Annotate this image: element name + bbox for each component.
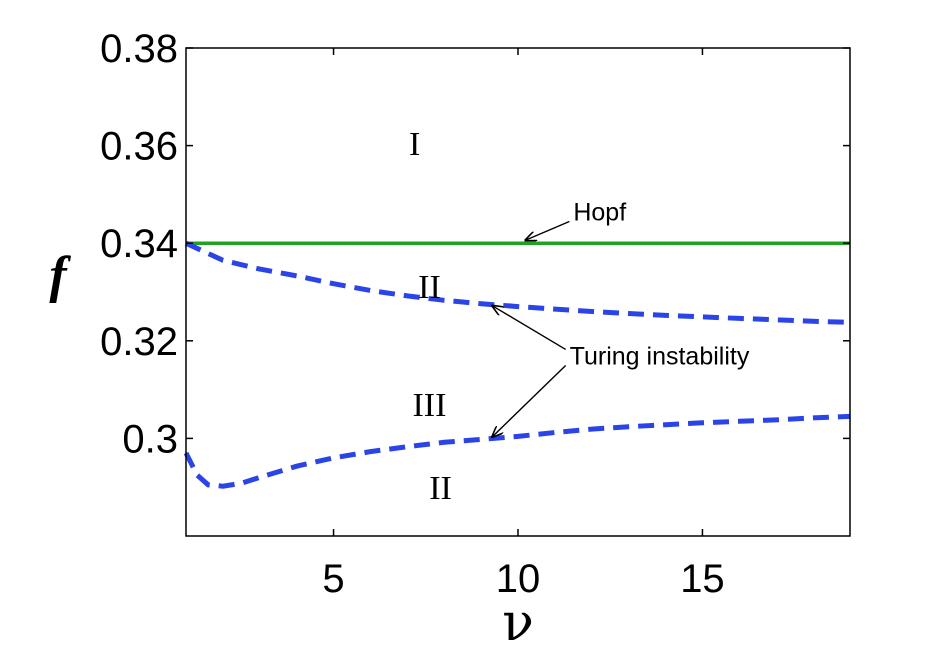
annotation-arrow <box>492 306 567 351</box>
series-line-3 <box>183 413 851 489</box>
series-line-2 <box>184 240 851 325</box>
annotation-label: Turing instability <box>570 342 750 370</box>
region-label: I <box>409 126 420 163</box>
x-axis-label: ν <box>502 593 534 653</box>
x-tick-label: 10 <box>496 557 541 601</box>
plot-frame <box>185 47 851 537</box>
y-tick-label: 0.32 <box>100 320 178 364</box>
y-tick-label: 0.34 <box>100 222 178 266</box>
annotation-arrow <box>492 364 567 436</box>
y-tick-label: 0.38 <box>100 27 178 71</box>
region-label: II <box>429 470 452 507</box>
region-label: III <box>412 387 446 424</box>
y-tick-label: 0.36 <box>100 125 178 169</box>
series-layer <box>183 240 851 489</box>
tick-layer: 5 10 15 0.3 0.32 0.34 0.36 0.38 <box>100 27 850 601</box>
region-label: II <box>418 269 441 306</box>
y-axis-label: f <box>49 247 71 304</box>
annotation-layer: Hopf Turing instability <box>492 198 750 436</box>
x-tick-label: 15 <box>680 557 725 601</box>
x-tick-label: 5 <box>322 557 344 601</box>
y-tick-label: 0.3 <box>122 417 178 461</box>
annotation-label: Hopf <box>573 198 626 226</box>
annotation-arrow <box>525 220 570 240</box>
